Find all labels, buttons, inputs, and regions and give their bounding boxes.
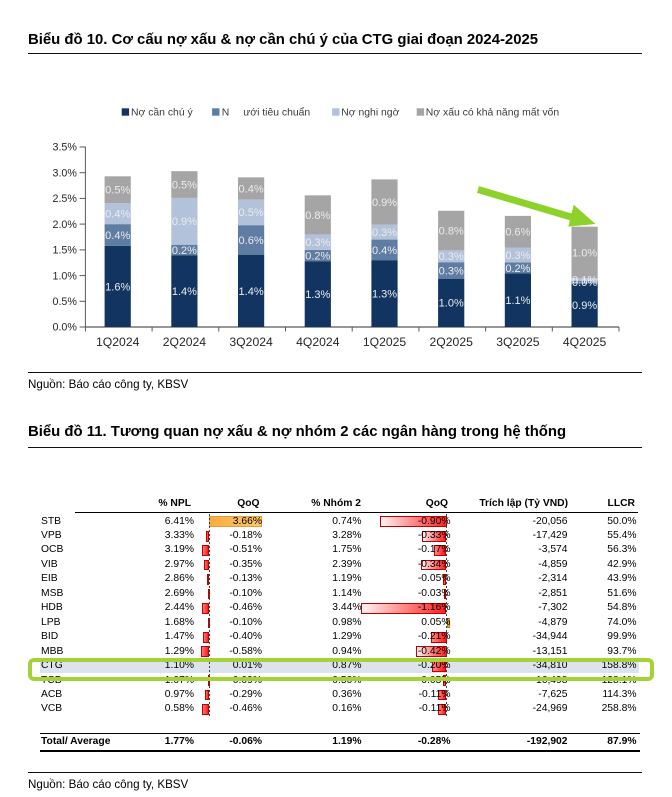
svg-text:0.9%: 0.9% xyxy=(572,300,597,312)
svg-text:2.5%: 2.5% xyxy=(53,193,78,205)
svg-text:1Q2025: 1Q2025 xyxy=(363,335,407,349)
svg-text:0.6%: 0.6% xyxy=(505,227,530,239)
svg-text:0.3%: 0.3% xyxy=(439,265,464,277)
svg-text:4Q2025: 4Q2025 xyxy=(563,335,607,349)
svg-text:N: N xyxy=(222,108,230,119)
svg-text:1.1%: 1.1% xyxy=(505,295,530,307)
svg-text:2.0%: 2.0% xyxy=(53,219,78,231)
svg-text:2Q2024: 2Q2024 xyxy=(163,335,207,349)
svg-text:1.0%: 1.0% xyxy=(53,270,78,282)
svg-text:0.3%: 0.3% xyxy=(439,251,464,263)
svg-text:0.4%: 0.4% xyxy=(372,245,397,257)
svg-text:2Q2025: 2Q2025 xyxy=(430,335,474,349)
svg-text:0.0%: 0.0% xyxy=(53,322,78,334)
svg-text:0.8%: 0.8% xyxy=(305,210,330,222)
svg-text:1.4%: 1.4% xyxy=(172,286,197,298)
svg-text:Nợ nghi ngờ: Nợ nghi ngờ xyxy=(341,108,399,119)
svg-text:0.4%: 0.4% xyxy=(239,183,264,195)
svg-text:0.3%: 0.3% xyxy=(372,227,397,239)
svg-text:0.5%: 0.5% xyxy=(53,296,78,308)
svg-text:0.0%: 0.0% xyxy=(572,277,597,289)
svg-text:1.0%: 1.0% xyxy=(439,298,464,310)
svg-text:1Q2024: 1Q2024 xyxy=(96,335,140,349)
svg-text:3.0%: 3.0% xyxy=(53,167,78,179)
svg-text:ưới tiêu chuẩn: ưới tiêu chuẩn xyxy=(243,107,310,119)
svg-text:0.8%: 0.8% xyxy=(439,226,464,238)
svg-text:1.4%: 1.4% xyxy=(239,286,264,298)
svg-text:0.6%: 0.6% xyxy=(239,235,264,247)
svg-text:3.5%: 3.5% xyxy=(53,142,78,154)
svg-text:1.0%: 1.0% xyxy=(572,247,597,259)
svg-text:0.5%: 0.5% xyxy=(239,207,264,219)
svg-text:0.3%: 0.3% xyxy=(505,250,530,262)
svg-text:Nợ cần chú ý: Nợ cần chú ý xyxy=(131,107,193,119)
svg-text:1.3%: 1.3% xyxy=(372,289,397,301)
svg-text:4Q2024: 4Q2024 xyxy=(296,335,340,349)
svg-text:0.4%: 0.4% xyxy=(105,230,130,242)
svg-text:0.2%: 0.2% xyxy=(505,263,530,275)
svg-text:0.2%: 0.2% xyxy=(172,245,197,257)
svg-text:0.5%: 0.5% xyxy=(172,179,197,191)
svg-text:0.4%: 0.4% xyxy=(105,209,130,221)
svg-text:0.2%: 0.2% xyxy=(305,250,330,262)
svg-text:1.5%: 1.5% xyxy=(53,245,78,257)
svg-text:1.6%: 1.6% xyxy=(105,281,130,293)
svg-text:3Q2025: 3Q2025 xyxy=(496,335,540,349)
svg-text:0.9%: 0.9% xyxy=(372,197,397,209)
svg-text:Nợ xấu có khả năng mất vốn: Nợ xấu có khả năng mất vốn xyxy=(426,107,560,119)
svg-text:0.1%: 0.1% xyxy=(572,274,597,286)
svg-text:0.3%: 0.3% xyxy=(305,237,330,249)
svg-text:1.3%: 1.3% xyxy=(305,289,330,301)
svg-text:3Q2024: 3Q2024 xyxy=(229,335,273,349)
svg-text:0.5%: 0.5% xyxy=(105,185,130,197)
svg-text:0.9%: 0.9% xyxy=(172,216,197,228)
